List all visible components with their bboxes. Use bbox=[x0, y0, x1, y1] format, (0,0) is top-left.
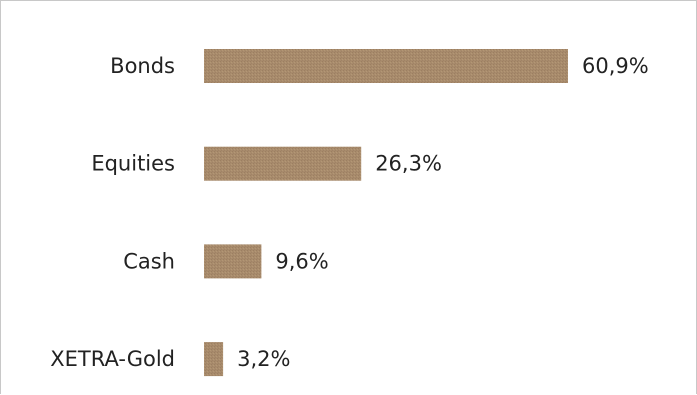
value-label: 9,6% bbox=[275, 249, 328, 273]
category-label: XETRA-Gold bbox=[50, 347, 175, 371]
bar-cash bbox=[204, 244, 262, 279]
bar-bonds bbox=[204, 49, 568, 83]
value-label: 60,9% bbox=[582, 54, 649, 78]
bar-xetra-gold bbox=[204, 342, 224, 377]
value-label: 3,2% bbox=[237, 347, 290, 371]
value-label: 26,3% bbox=[375, 152, 442, 176]
category-label: Bonds bbox=[110, 54, 175, 78]
bars-layer: Bonds 60,9% Equities 26,3% Cash 9,6% XETRA-Gol… bbox=[50, 49, 649, 377]
bar-equities bbox=[204, 146, 362, 181]
category-label: Equities bbox=[91, 152, 175, 176]
category-label: Cash bbox=[123, 249, 175, 273]
